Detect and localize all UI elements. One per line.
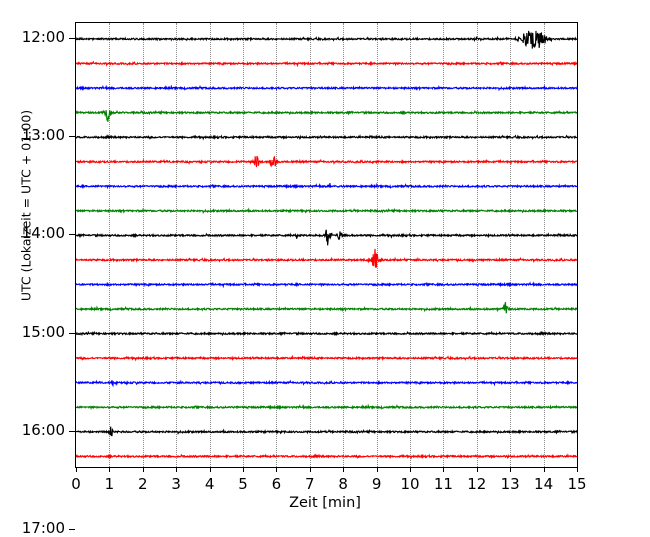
seismic-trace — [76, 403, 577, 411]
seismogram-figure: UTC (Lokalzeit = UTC + 01:00) 12:00 13:00… — [19, 22, 587, 536]
x-tick-label: 12 — [467, 475, 487, 493]
gridline-vertical — [243, 23, 244, 467]
x-tick-label: 0 — [71, 475, 81, 493]
x-tick-mark — [243, 468, 244, 472]
gridline-vertical — [510, 23, 512, 467]
y-tick-label: 17:00 — [21, 519, 65, 537]
y-tick-label: 15:00 — [21, 322, 65, 341]
gridline-vertical — [343, 23, 345, 467]
y-tick-mark — [69, 38, 75, 39]
seismic-trace — [76, 109, 577, 122]
seismic-trace — [76, 133, 577, 141]
x-tick-mark — [376, 468, 378, 472]
x-tick-mark — [76, 468, 77, 472]
plot-area — [75, 22, 578, 468]
gridline-vertical — [376, 23, 378, 467]
seismic-trace — [76, 330, 577, 337]
gridline-vertical — [476, 23, 478, 467]
x-tick-mark — [476, 468, 478, 472]
seismic-trace — [76, 281, 577, 289]
seismic-trace — [76, 182, 577, 190]
y-tick-label: 13:00 — [21, 126, 65, 145]
seismic-trace — [76, 207, 577, 215]
x-tick-mark — [209, 468, 211, 472]
x-tick-label: 3 — [171, 475, 181, 493]
gridline-vertical — [142, 23, 144, 467]
seismic-trace — [76, 84, 577, 92]
gridline-vertical — [209, 23, 211, 467]
x-tick-label: 11 — [433, 475, 453, 493]
x-tick-mark — [276, 468, 278, 472]
x-tick-label: 6 — [271, 475, 282, 493]
seismic-trace — [76, 302, 577, 314]
y-tick-mark — [69, 430, 75, 432]
x-tick-mark — [443, 468, 445, 472]
seismic-trace — [76, 30, 577, 49]
x-tick-label: 10 — [400, 475, 420, 493]
x-tick-mark — [510, 468, 512, 472]
x-tick-mark — [142, 468, 144, 472]
seismic-trace — [76, 155, 577, 168]
x-tick-label: 15 — [567, 475, 587, 493]
x-tick-mark — [577, 468, 578, 472]
y-tick-label: 16:00 — [21, 420, 65, 439]
seismic-trace — [76, 248, 577, 268]
x-tick-label: 2 — [138, 475, 148, 493]
y-tick-mark — [69, 332, 75, 334]
x-tick-label: 4 — [204, 475, 215, 493]
x-tick-label: 5 — [238, 475, 248, 493]
x-axis-title: Zeit [min] — [289, 495, 361, 511]
gridline-vertical — [543, 23, 545, 467]
trace-canvas — [76, 30, 577, 460]
gridline-vertical — [309, 23, 311, 467]
x-tick-mark — [109, 468, 111, 472]
x-tick-group: 0 1 2 3 4 5 6 7 8 9 10 11 12 13 14 15 — [71, 468, 587, 493]
x-tick-mark — [543, 468, 545, 472]
y-tick-label: 14:00 — [21, 224, 65, 243]
x-tick-label: 1 — [104, 475, 115, 493]
seismic-trace — [76, 229, 577, 246]
y-tick-mark — [69, 234, 75, 236]
seismic-trace — [76, 379, 577, 388]
gridline-vertical — [109, 23, 111, 467]
gridline-vertical — [443, 23, 445, 467]
x-tick-label: 8 — [338, 475, 348, 493]
seismic-trace — [76, 60, 577, 68]
x-tick-label: 9 — [371, 475, 382, 493]
x-tick-label: 13 — [500, 475, 520, 493]
seismic-trace — [76, 354, 577, 362]
y-tick-mark — [69, 136, 75, 138]
seismic-trace — [76, 426, 577, 437]
x-tick-mark — [309, 468, 311, 472]
gridline-vertical — [176, 23, 178, 467]
x-tick-label: 7 — [305, 475, 315, 493]
y-tick-mark — [69, 529, 75, 530]
gridline-vertical — [276, 23, 278, 467]
y-tick-label: 12:00 — [21, 28, 65, 46]
seismic-trace — [76, 453, 577, 460]
x-tick-mark — [410, 468, 411, 472]
x-tick-label: 14 — [534, 475, 554, 493]
gridline-vertical — [410, 23, 411, 467]
x-tick-mark — [343, 468, 345, 472]
x-tick-mark — [176, 468, 178, 472]
